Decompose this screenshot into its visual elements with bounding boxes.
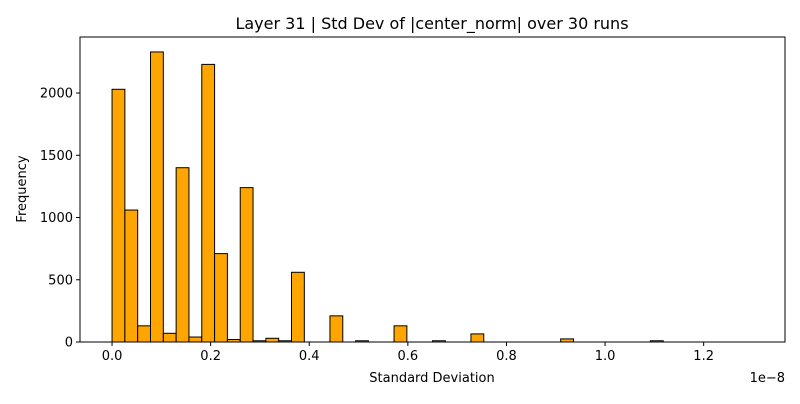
histogram-bar	[111, 88, 126, 343]
histogram-bar	[470, 333, 485, 343]
histogram-bar	[162, 332, 177, 343]
histogram-bar	[188, 336, 203, 343]
x-tick-label: 0.4	[299, 349, 320, 364]
y-tick-label: 1500	[40, 149, 73, 164]
x-axis-label: Standard Deviation	[369, 371, 494, 386]
x-tick-label: 0.2	[200, 349, 221, 364]
histogram-bar	[291, 271, 305, 343]
x-tick-label: 1.2	[693, 349, 714, 364]
x-axis-offset-label: 1e−8	[750, 371, 785, 386]
y-tick-label: 0	[65, 336, 73, 351]
x-tick-label: 0.6	[398, 349, 419, 364]
histogram-bar	[239, 187, 254, 343]
y-tick-label: 1000	[40, 211, 73, 226]
histogram-bar	[137, 325, 151, 343]
x-axis-ticks: 0.0 0.2 0.4 0.6 0.8 1.0 1.2	[102, 342, 714, 364]
x-tick-label: 1.0	[595, 349, 616, 364]
histogram-bar	[175, 167, 190, 343]
histogram-bar	[329, 315, 344, 343]
y-tick-label: 2000	[40, 87, 73, 102]
x-tick-label: 0.0	[102, 349, 123, 364]
histogram-bar	[150, 51, 164, 343]
histogram-bars	[111, 51, 664, 343]
y-axis-ticks: 0 500 1000 1500 2000	[40, 87, 80, 351]
histogram-bar	[265, 337, 280, 343]
x-tick-label: 0.8	[496, 349, 517, 364]
histogram-bar	[393, 325, 408, 343]
histogram-bar	[201, 63, 216, 343]
histogram-bar	[124, 209, 139, 343]
y-axis-label: Frequency	[15, 155, 30, 222]
plot-frame	[79, 36, 786, 343]
chart-title: Layer 31 | Std Dev of |center_norm| over…	[235, 14, 628, 34]
histogram-bar	[214, 253, 228, 343]
y-tick-label: 500	[48, 273, 73, 288]
